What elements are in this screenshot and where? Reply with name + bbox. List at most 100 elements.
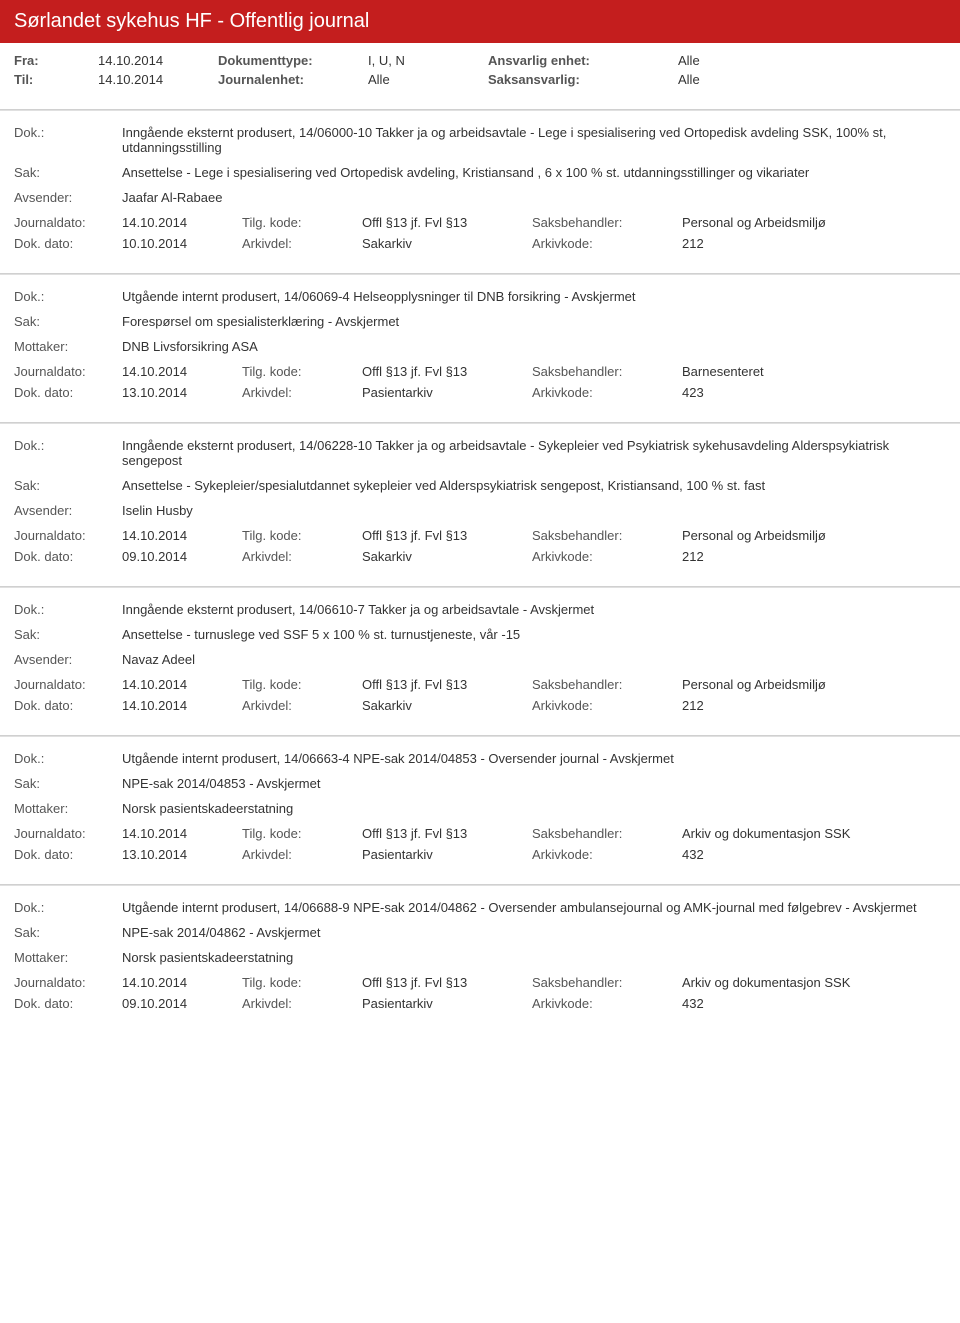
filter-row-1: Fra: 14.10.2014 Dokumenttype: I, U, N An… <box>14 53 946 68</box>
sak-label: Sak: <box>14 478 122 493</box>
dokdato-label: Dok. dato: <box>14 236 122 251</box>
journal-entry: Dok.: Utgående internt produsert, 14/060… <box>0 274 960 423</box>
arkivkode-value: 212 <box>682 698 946 713</box>
arkivdel-value: Pasientarkiv <box>362 385 532 400</box>
party-row: Avsender: Jaafar Al-Rabaee <box>14 190 946 205</box>
meta-row-1: Journaldato: 14.10.2014 Tilg. kode: Offl… <box>14 826 946 841</box>
journaldato-label: Journaldato: <box>14 215 122 230</box>
arkivkode-label: Arkivkode: <box>532 847 682 862</box>
arkivdel-value: Sakarkiv <box>362 698 532 713</box>
sak-row: Sak: Ansettelse - Lege i spesialisering … <box>14 165 946 180</box>
saksansvarlig-label: Saksansvarlig: <box>488 72 678 87</box>
party-label: Avsender: <box>14 190 122 205</box>
dok-label: Dok.: <box>14 900 122 915</box>
sak-value: Ansettelse - Sykepleier/spesialutdannet … <box>122 478 946 493</box>
sak-row: Sak: Ansettelse - Sykepleier/spesialutda… <box>14 478 946 493</box>
party-value: Jaafar Al-Rabaee <box>122 190 946 205</box>
journal-entry: Dok.: Inngående eksternt produsert, 14/0… <box>0 423 960 587</box>
dok-value: Utgående internt produsert, 14/06069-4 H… <box>122 289 946 304</box>
meta-row-1: Journaldato: 14.10.2014 Tilg. kode: Offl… <box>14 677 946 692</box>
arkivkode-value: 212 <box>682 549 946 564</box>
sak-value: NPE-sak 2014/04862 - Avskjermet <box>122 925 946 940</box>
tilgkode-label: Tilg. kode: <box>242 826 362 841</box>
filter-row-2: Til: 14.10.2014 Journalenhet: Alle Saksa… <box>14 72 946 87</box>
sak-value: NPE-sak 2014/04853 - Avskjermet <box>122 776 946 791</box>
dokdato-value: 13.10.2014 <box>122 385 242 400</box>
party-row: Avsender: Navaz Adeel <box>14 652 946 667</box>
dokdato-value: 10.10.2014 <box>122 236 242 251</box>
dok-label: Dok.: <box>14 602 122 617</box>
meta-row-2: Dok. dato: 13.10.2014 Arkivdel: Pasienta… <box>14 385 946 400</box>
party-label: Avsender: <box>14 652 122 667</box>
journal-entry: Dok.: Inngående eksternt produsert, 14/0… <box>0 110 960 274</box>
page-header: Sørlandet sykehus HF - Offentlig journal <box>0 0 960 43</box>
dok-value: Inngående eksternt produsert, 14/06610-7… <box>122 602 946 617</box>
ansvarlig-value: Alle <box>678 53 700 68</box>
til-value: 14.10.2014 <box>98 72 218 87</box>
party-row: Avsender: Iselin Husby <box>14 503 946 518</box>
arkivdel-value: Pasientarkiv <box>362 996 532 1011</box>
meta-row-1: Journaldato: 14.10.2014 Tilg. kode: Offl… <box>14 215 946 230</box>
dokdato-label: Dok. dato: <box>14 847 122 862</box>
sak-label: Sak: <box>14 165 122 180</box>
party-value: Norsk pasientskadeerstatning <box>122 801 946 816</box>
page-title: Sørlandet sykehus HF - Offentlig journal <box>14 10 369 32</box>
journaldato-label: Journaldato: <box>14 364 122 379</box>
tilgkode-label: Tilg. kode: <box>242 364 362 379</box>
arkivdel-label: Arkivdel: <box>242 549 362 564</box>
arkivkode-value: 432 <box>682 996 946 1011</box>
dok-row: Dok.: Utgående internt produsert, 14/060… <box>14 289 946 304</box>
journaldato-value: 14.10.2014 <box>122 364 242 379</box>
arkivdel-label: Arkivdel: <box>242 385 362 400</box>
meta-row-2: Dok. dato: 13.10.2014 Arkivdel: Pasienta… <box>14 847 946 862</box>
doktype-value: I, U, N <box>368 53 488 68</box>
dokdato-label: Dok. dato: <box>14 698 122 713</box>
dok-value: Inngående eksternt produsert, 14/06000-1… <box>122 125 946 155</box>
dok-row: Dok.: Inngående eksternt produsert, 14/0… <box>14 602 946 617</box>
dok-row: Dok.: Inngående eksternt produsert, 14/0… <box>14 125 946 155</box>
party-value: Iselin Husby <box>122 503 946 518</box>
arkivkode-label: Arkivkode: <box>532 385 682 400</box>
arkivdel-value: Pasientarkiv <box>362 847 532 862</box>
tilgkode-label: Tilg. kode: <box>242 975 362 990</box>
saksbehandler-label: Saksbehandler: <box>532 677 682 692</box>
dokdato-label: Dok. dato: <box>14 996 122 1011</box>
meta-row-2: Dok. dato: 14.10.2014 Arkivdel: Sakarkiv… <box>14 698 946 713</box>
sak-row: Sak: Forespørsel om spesialisterklæring … <box>14 314 946 329</box>
meta-row-1: Journaldato: 14.10.2014 Tilg. kode: Offl… <box>14 528 946 543</box>
meta-row-2: Dok. dato: 10.10.2014 Arkivdel: Sakarkiv… <box>14 236 946 251</box>
entries-container: Dok.: Inngående eksternt produsert, 14/0… <box>0 110 960 1033</box>
journaldato-label: Journaldato: <box>14 826 122 841</box>
sak-value: Ansettelse - turnuslege ved SSF 5 x 100 … <box>122 627 946 642</box>
saksbehandler-value: Barnesenteret <box>682 364 946 379</box>
dok-label: Dok.: <box>14 751 122 766</box>
til-label: Til: <box>14 72 98 87</box>
dokdato-value: 13.10.2014 <box>122 847 242 862</box>
dok-row: Dok.: Inngående eksternt produsert, 14/0… <box>14 438 946 468</box>
sak-label: Sak: <box>14 925 122 940</box>
arkivdel-value: Sakarkiv <box>362 549 532 564</box>
journaldato-value: 14.10.2014 <box>122 826 242 841</box>
saksbehandler-label: Saksbehandler: <box>532 528 682 543</box>
saksbehandler-label: Saksbehandler: <box>532 364 682 379</box>
dok-label: Dok.: <box>14 289 122 304</box>
party-value: Navaz Adeel <box>122 652 946 667</box>
party-row: Mottaker: DNB Livsforsikring ASA <box>14 339 946 354</box>
dok-label: Dok.: <box>14 438 122 453</box>
party-label: Mottaker: <box>14 339 122 354</box>
arkivdel-label: Arkivdel: <box>242 698 362 713</box>
journal-entry: Dok.: Inngående eksternt produsert, 14/0… <box>0 587 960 736</box>
party-label: Avsender: <box>14 503 122 518</box>
journaldato-label: Journaldato: <box>14 975 122 990</box>
journal-entry: Dok.: Utgående internt produsert, 14/066… <box>0 885 960 1033</box>
party-value: DNB Livsforsikring ASA <box>122 339 946 354</box>
meta-row-1: Journaldato: 14.10.2014 Tilg. kode: Offl… <box>14 364 946 379</box>
saksbehandler-value: Arkiv og dokumentasjon SSK <box>682 975 946 990</box>
sak-row: Sak: NPE-sak 2014/04853 - Avskjermet <box>14 776 946 791</box>
arkivdel-value: Sakarkiv <box>362 236 532 251</box>
journal-entry: Dok.: Utgående internt produsert, 14/066… <box>0 736 960 885</box>
fra-label: Fra: <box>14 53 98 68</box>
arkivkode-label: Arkivkode: <box>532 236 682 251</box>
meta-row-2: Dok. dato: 09.10.2014 Arkivdel: Sakarkiv… <box>14 549 946 564</box>
saksbehandler-value: Personal og Arbeidsmiljø <box>682 528 946 543</box>
